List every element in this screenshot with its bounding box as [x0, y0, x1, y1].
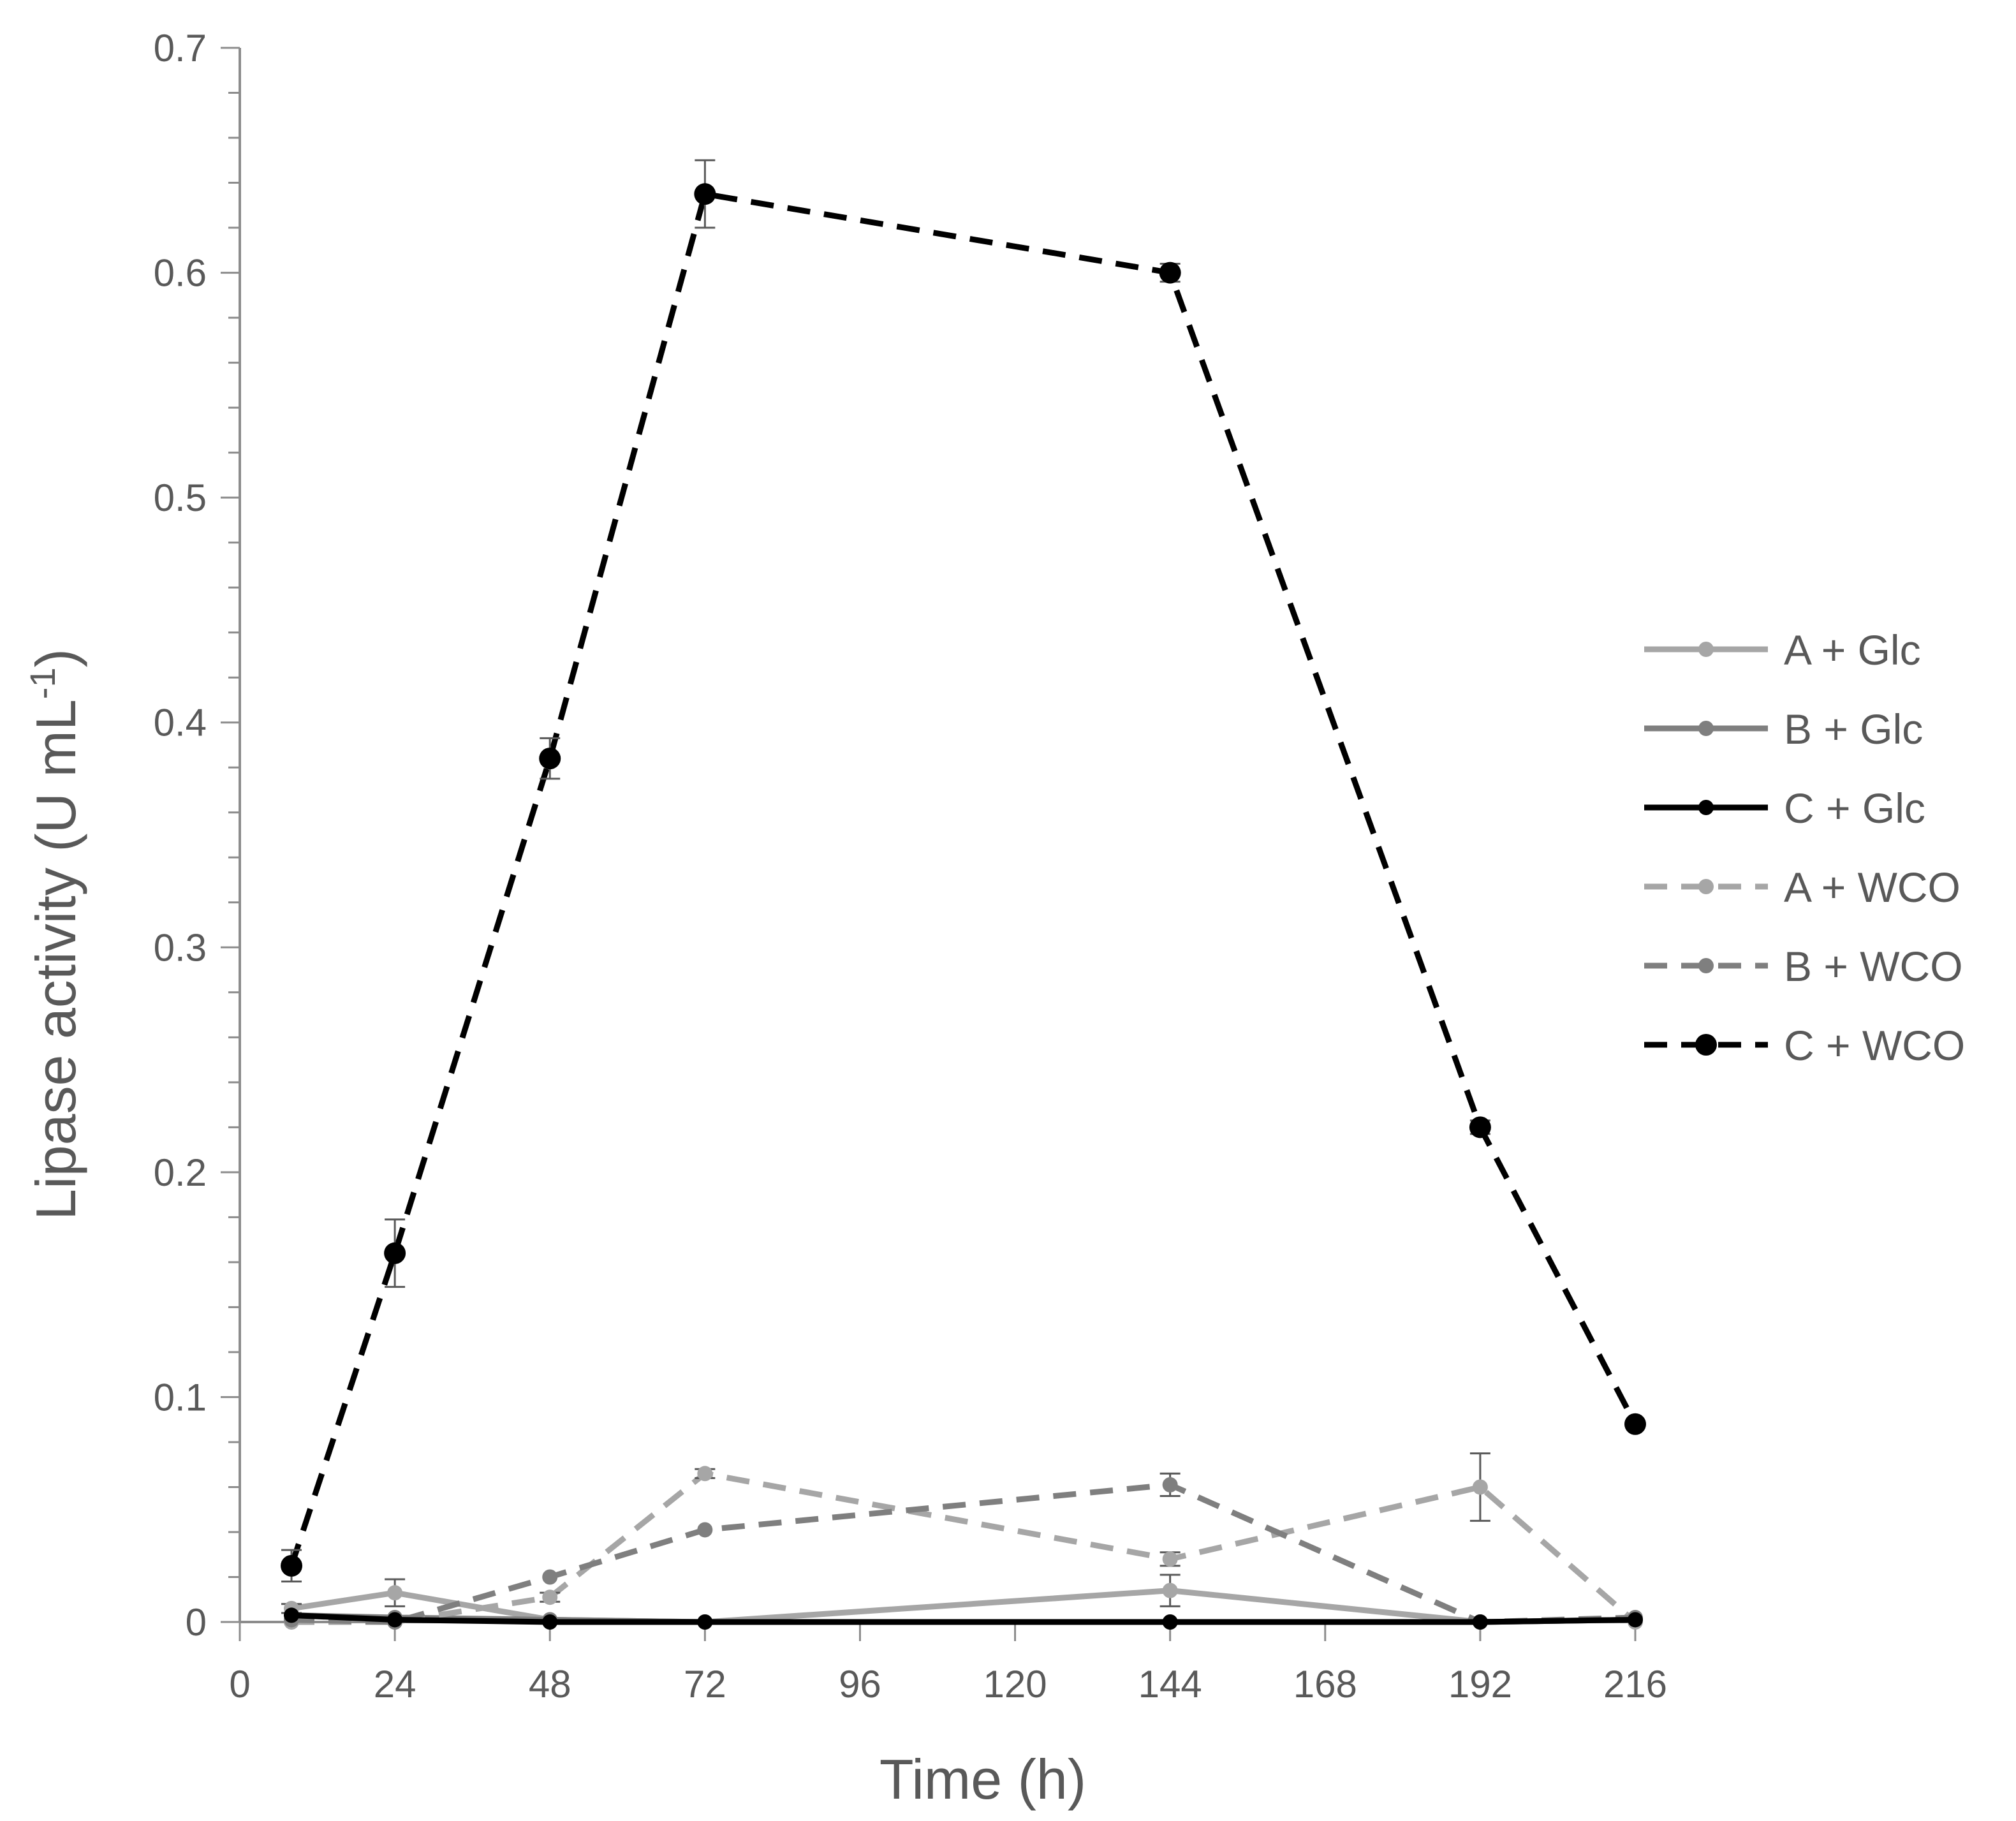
data-point [542, 1569, 558, 1585]
data-point [542, 1589, 558, 1605]
y-axis-title-main: Lipase activity (U mL [24, 699, 87, 1220]
data-point [1162, 1477, 1178, 1493]
series-c-glc [284, 1607, 1643, 1630]
data-point [1628, 1612, 1643, 1628]
legend-label: A + Glc [1784, 626, 1921, 674]
legend-label: C + WCO [1784, 1022, 1965, 1069]
legend-swatch-marker [1698, 721, 1714, 736]
legend-swatch-marker [1698, 879, 1714, 894]
data-point [694, 183, 716, 205]
data-point [281, 1554, 303, 1577]
data-point [1162, 1551, 1178, 1567]
x-axis-ticks: 0 24 48 72 96 120 144 168 192 216 [229, 1622, 1667, 1706]
data-point [697, 1466, 713, 1482]
x-tick-label: 120 [983, 1663, 1047, 1706]
y-axis-title-sup: -1 [22, 667, 63, 699]
y-axis-title-close: ) [24, 649, 87, 667]
legend-item: A + Glc [1644, 626, 1921, 674]
data-point [1472, 1479, 1488, 1495]
data-point [1469, 1116, 1491, 1139]
data-point [1624, 1413, 1646, 1435]
legend-item: B + Glc [1644, 705, 1923, 753]
x-tick-label: 144 [1138, 1663, 1202, 1706]
y-tick-label: 0.1 [154, 1376, 207, 1419]
data-point [697, 1614, 713, 1630]
data-point [1162, 1582, 1178, 1598]
x-tick-label: 24 [374, 1663, 416, 1706]
x-tick-label: 192 [1448, 1663, 1512, 1706]
series-line [288, 191, 1638, 1567]
legend-swatch-marker [1698, 642, 1714, 657]
series-layer [281, 159, 1646, 1630]
data-point [539, 748, 561, 770]
y-tick-label: 0 [186, 1601, 207, 1644]
series-line [291, 1470, 1637, 1625]
y-tick-label: 0.7 [154, 27, 207, 70]
y-tick-label: 0.3 [154, 926, 207, 969]
axes [239, 48, 1635, 1623]
legend-label: B + WCO [1784, 943, 1963, 990]
x-tick-label: 72 [684, 1663, 726, 1706]
legend-item: C + Glc [1644, 785, 1925, 832]
x-tick-label: 96 [839, 1663, 881, 1706]
series-c-wco [281, 159, 1646, 1583]
x-tick-label: 48 [529, 1663, 571, 1706]
data-point [387, 1585, 403, 1601]
legend-label: C + Glc [1784, 785, 1925, 832]
y-tick-label: 0.5 [154, 476, 207, 519]
legend-label: B + Glc [1784, 705, 1923, 753]
series-line [291, 1482, 1636, 1625]
legend-swatch-marker [1698, 958, 1714, 973]
x-axis-title: Time (h) [879, 1748, 1086, 1811]
y-tick-label: 0.4 [154, 702, 207, 744]
y-tick-label: 0.2 [154, 1151, 207, 1194]
data-point [1159, 262, 1181, 284]
legend: A + Glc B + Glc C + Glc A + WCO B + WCO C + W… [1644, 626, 1965, 1069]
legend-item: A + WCO [1644, 864, 1961, 911]
legend-item: B + WCO [1644, 943, 1963, 990]
x-tick-label: 216 [1603, 1663, 1667, 1706]
data-point [1472, 1614, 1488, 1630]
x-tick-label: 0 [229, 1663, 250, 1706]
legend-label: A + WCO [1784, 864, 1961, 911]
data-point [697, 1522, 713, 1538]
legend-item: C + WCO [1644, 1022, 1965, 1069]
y-axis-title: Lipase activity (U mL-1) [22, 649, 87, 1220]
data-point [384, 1242, 406, 1264]
data-point [284, 1607, 300, 1623]
y-axis-ticks: 0 0.1 0.2 0.3 0.4 0.5 0.6 0.7 [154, 27, 240, 1644]
legend-swatch-marker [1695, 1034, 1717, 1056]
y-tick-label: 0.6 [154, 252, 207, 295]
legend-swatch-marker [1698, 800, 1714, 815]
data-point [542, 1614, 558, 1630]
data-point [387, 1612, 403, 1628]
data-point [1162, 1614, 1178, 1630]
x-tick-label: 168 [1293, 1663, 1357, 1706]
